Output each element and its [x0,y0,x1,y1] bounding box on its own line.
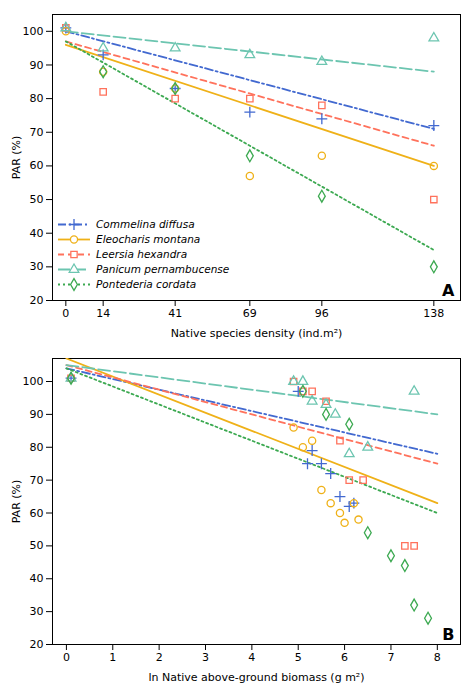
svg-text:80: 80 [30,441,44,454]
svg-text:60: 60 [30,507,44,520]
svg-text:30: 30 [30,260,44,273]
svg-text:ln Native above-ground biomass: ln Native above-ground biomass (g m²) [148,671,364,684]
svg-text:6: 6 [341,651,348,664]
svg-text:90: 90 [30,408,44,421]
svg-text:2: 2 [156,651,163,664]
svg-text:Eleocharis montana: Eleocharis montana [96,233,200,245]
svg-text:90: 90 [30,58,44,71]
svg-text:20: 20 [30,638,44,651]
svg-text:5: 5 [295,651,302,664]
svg-text:70: 70 [30,474,44,487]
svg-text:60: 60 [30,159,44,172]
svg-text:50: 50 [30,539,44,552]
svg-text:20: 20 [30,294,44,307]
svg-text:30: 30 [30,605,44,618]
svg-text:50: 50 [30,193,44,206]
svg-text:A: A [442,281,455,300]
svg-text:B: B [442,625,454,644]
svg-text:4: 4 [248,651,255,664]
svg-text:7: 7 [387,651,394,664]
svg-text:PAR (%): PAR (%) [10,136,23,180]
svg-text:138: 138 [423,307,444,320]
svg-text:3: 3 [202,651,209,664]
svg-text:8: 8 [434,651,441,664]
svg-text:PAR (%): PAR (%) [10,480,23,524]
svg-text:70: 70 [30,126,44,139]
svg-text:Native species density (ind.m²: Native species density (ind.m²) [171,327,343,340]
svg-text:Leersia hexandra: Leersia hexandra [96,248,187,260]
svg-text:1: 1 [109,651,116,664]
svg-text:80: 80 [30,92,44,105]
svg-text:41: 41 [168,307,182,320]
svg-text:40: 40 [30,572,44,585]
svg-text:69: 69 [243,307,257,320]
svg-text:100: 100 [23,25,44,38]
svg-text:0: 0 [63,651,70,664]
svg-text:96: 96 [315,307,329,320]
svg-text:0: 0 [62,307,69,320]
svg-text:Commelina diffusa: Commelina diffusa [96,218,195,230]
svg-text:40: 40 [30,227,44,240]
svg-text:Panicum pernambucense: Panicum pernambucense [96,263,229,275]
svg-text:Pontederia cordata: Pontederia cordata [96,278,196,290]
svg-text:14: 14 [96,307,110,320]
svg-text:100: 100 [23,375,44,388]
